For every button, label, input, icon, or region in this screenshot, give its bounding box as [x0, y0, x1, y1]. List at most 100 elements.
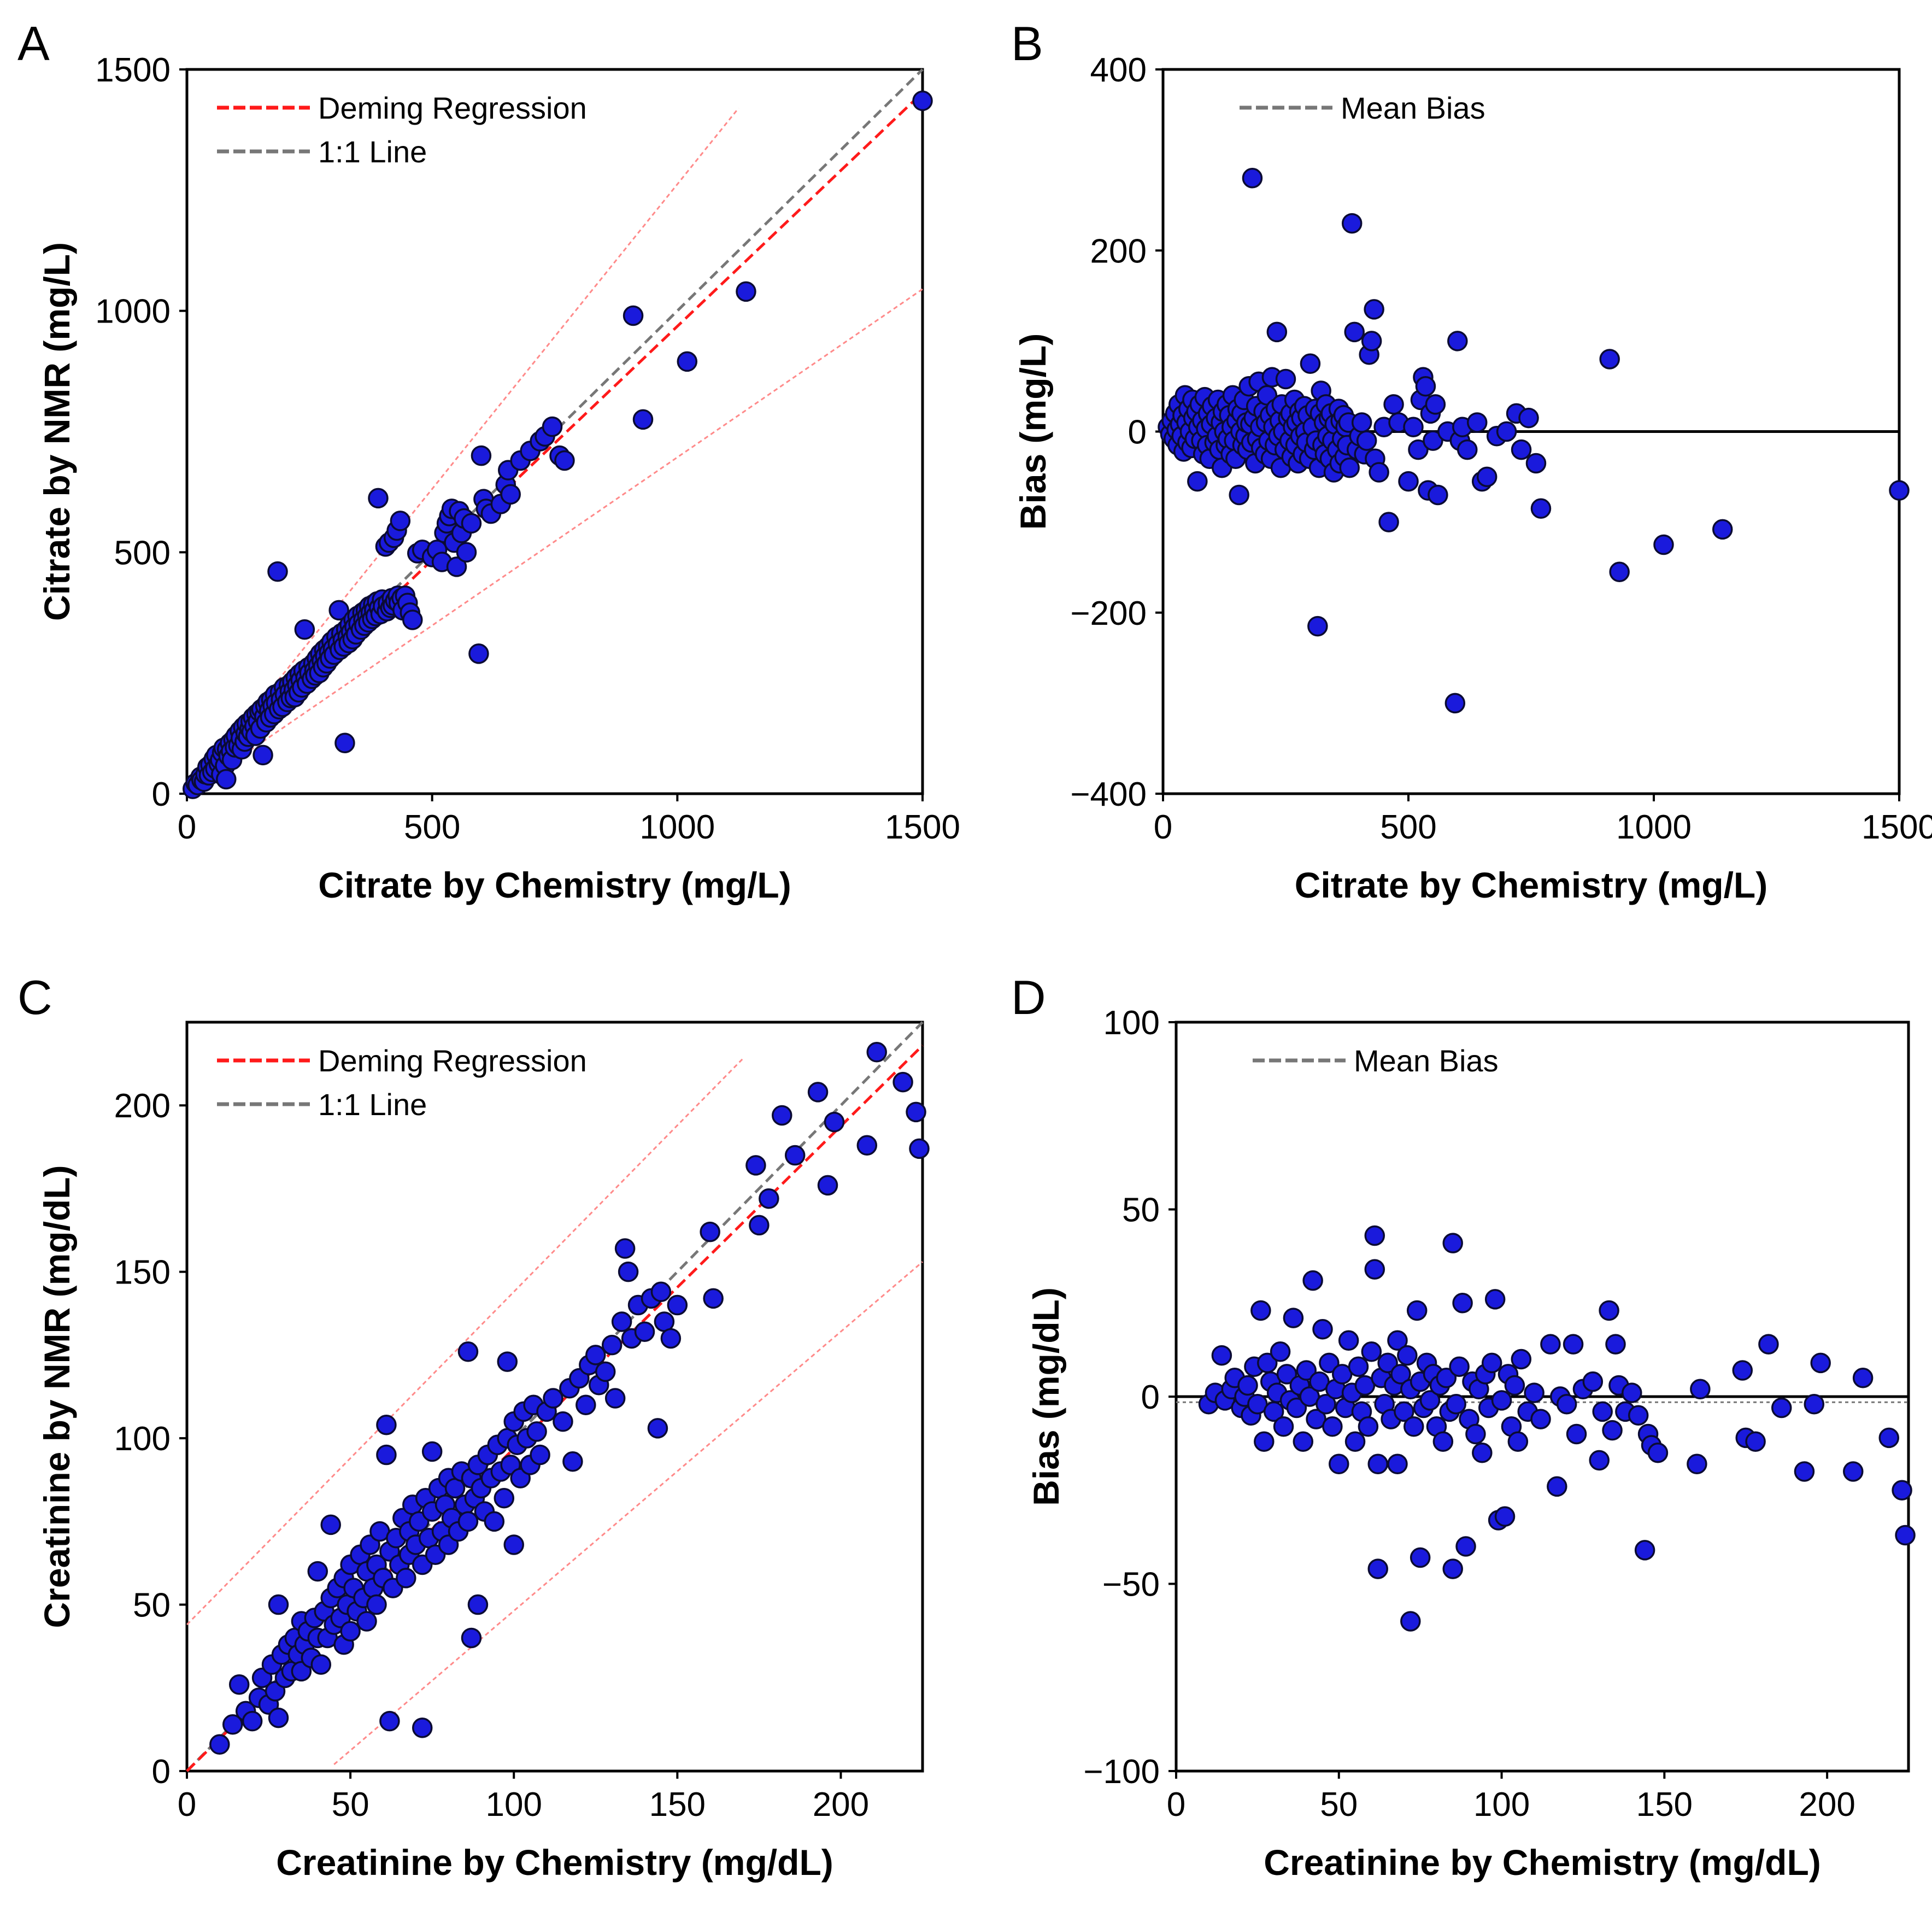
data-point: [1419, 1390, 1441, 1411]
data-point: [1254, 1431, 1275, 1452]
data-point: [1602, 1420, 1623, 1441]
data-point: [1364, 1259, 1385, 1280]
data-point: [1344, 1431, 1366, 1452]
data-point: [294, 619, 315, 640]
data-point: [772, 1105, 792, 1126]
data-point: [1804, 1393, 1825, 1415]
y-tick-label: 200: [1090, 232, 1147, 270]
data-point: [1423, 430, 1443, 451]
data-point: [618, 1261, 639, 1282]
data-point: [1524, 1382, 1545, 1403]
data-point: [604, 1388, 626, 1409]
data-point: [1525, 453, 1547, 474]
x-axis-label: Creatinine by Chemistry (mg/dL): [1264, 1842, 1821, 1883]
data-point: [1302, 1270, 1323, 1291]
data-point: [1452, 1293, 1473, 1314]
data-point: [222, 1714, 243, 1735]
data-point: [500, 484, 521, 505]
data-point: [456, 542, 477, 563]
x-tick-label: 1500: [1861, 808, 1932, 846]
legend-label: Mean Bias: [1354, 1044, 1499, 1078]
y-tick-label: 400: [1090, 51, 1147, 89]
data-point: [623, 305, 644, 326]
plot-frame: [185, 68, 924, 795]
data-point: [530, 1444, 550, 1466]
data-point: [1250, 1300, 1271, 1321]
panel-letter-b: B: [1011, 16, 1043, 71]
data-point: [1449, 1356, 1470, 1377]
data-point: [503, 1534, 524, 1555]
y-tick-label: 50: [133, 1587, 171, 1625]
data-point: [1329, 1453, 1349, 1475]
data-point: [1599, 1300, 1619, 1321]
data-point: [1511, 439, 1532, 460]
data-point: [1599, 349, 1620, 370]
data-point: [1428, 484, 1448, 506]
data-point: [1394, 1401, 1414, 1422]
data-point: [1589, 1450, 1610, 1471]
data-point: [1361, 331, 1382, 351]
data-point: [1712, 519, 1733, 540]
y-axis-label: Citrate by NMR (mg/L): [37, 242, 77, 621]
y-tick-label: 0: [152, 776, 171, 813]
data-point: [745, 1155, 766, 1176]
data-point: [1455, 1536, 1476, 1557]
panel-letter-d: D: [1011, 970, 1046, 1024]
chart-panel-c: C 0 50 100 150 200 0 50 100 150 200 Creatinine by C…: [17, 970, 930, 1883]
data-point: [1745, 1431, 1766, 1452]
data-point: [1878, 1427, 1900, 1449]
data-point: [1494, 1506, 1516, 1527]
data-point: [1387, 1330, 1408, 1351]
data-point: [601, 1334, 623, 1356]
data-point: [542, 416, 563, 437]
data-point: [1242, 168, 1263, 189]
limit-line: [186, 1058, 744, 1626]
data-point: [1504, 1375, 1525, 1396]
data-point: [1286, 1397, 1307, 1418]
data-point: [494, 1487, 515, 1509]
plot-frame: [185, 1021, 924, 1773]
data-point: [1530, 498, 1552, 519]
data-point: [368, 488, 389, 509]
data-point: [461, 1627, 482, 1649]
data-point: [824, 1111, 845, 1133]
data-point: [390, 511, 411, 531]
y-tick-label: 100: [114, 1420, 171, 1458]
data-point: [1364, 1225, 1385, 1246]
data-point: [1592, 1401, 1613, 1422]
data-point: [1496, 421, 1517, 442]
data-point: [328, 600, 349, 621]
y-tick-label: −50: [1102, 1566, 1160, 1604]
data-point: [1378, 512, 1399, 532]
data-point: [611, 1311, 632, 1332]
data-point: [736, 281, 756, 302]
data-point: [1316, 1393, 1336, 1415]
data-point: [379, 1710, 400, 1732]
y-tick-label: 0: [152, 1753, 171, 1791]
x-tick-label: 1000: [1616, 808, 1692, 846]
data-point: [1400, 1611, 1421, 1632]
data-point: [1276, 1364, 1297, 1385]
data-point: [396, 1568, 416, 1588]
data-point: [1351, 412, 1372, 433]
x-tick-label: 200: [1799, 1786, 1855, 1824]
data-point: [1425, 394, 1446, 415]
data-point: [412, 1717, 433, 1738]
y-tick-label: 50: [1122, 1192, 1160, 1229]
data-point: [1229, 484, 1249, 506]
data-point: [446, 556, 467, 577]
x-tick-label: 50: [332, 1786, 369, 1824]
data-point: [1895, 1525, 1916, 1546]
data-point: [1566, 1423, 1587, 1445]
data-point: [334, 732, 355, 753]
data-point: [376, 1415, 397, 1435]
data-point: [366, 1594, 387, 1615]
data-point: [1398, 471, 1419, 492]
data-point: [1300, 353, 1321, 374]
data-point: [1415, 376, 1436, 397]
data-point: [1339, 458, 1360, 478]
data-point: [1383, 394, 1404, 415]
data-point: [1348, 1356, 1369, 1377]
data-point: [1507, 1431, 1529, 1452]
data-point: [1605, 1334, 1626, 1355]
